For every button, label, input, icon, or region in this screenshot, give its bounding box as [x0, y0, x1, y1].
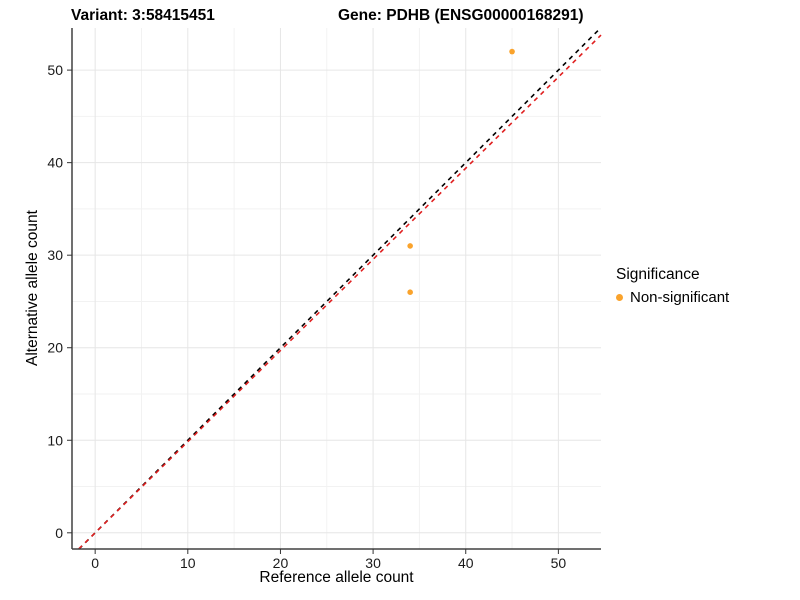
tick-labels: 0 10 20 30 40 50 0 10 20 30 40 50: [47, 62, 566, 571]
y-tick-label: 20: [47, 340, 63, 356]
gridlines-major: [72, 28, 601, 549]
data-points: [407, 48, 515, 296]
identity-line: [78, 27, 602, 550]
tick-marks: [67, 69, 559, 554]
x-tick-label: 20: [273, 555, 289, 571]
gridlines-minor: [72, 28, 601, 549]
plot-title-gene: Gene: PDHB (ENSG00000168291): [338, 7, 584, 24]
legend-item-label: Non-significant: [630, 289, 730, 306]
y-axis-title: Alternative allele count: [24, 210, 41, 366]
reference-lines: [78, 27, 602, 550]
fit-line: [78, 34, 602, 550]
x-tick-label: 10: [180, 555, 196, 571]
y-tick-label: 40: [47, 155, 63, 171]
legend: Significance Non-significant: [616, 266, 729, 306]
x-tick-label: 40: [458, 555, 474, 571]
legend-key-point-icon: [616, 294, 623, 301]
x-axis-title: Reference allele count: [259, 569, 414, 586]
y-tick-label: 10: [47, 432, 63, 448]
x-tick-label: 50: [551, 555, 567, 571]
legend-item: Non-significant: [616, 289, 729, 306]
data-point: [407, 289, 413, 296]
x-tick-label: 30: [365, 555, 381, 571]
y-tick-label: 50: [47, 62, 63, 78]
y-tick-label: 30: [47, 247, 63, 263]
axis-lines: [71, 28, 601, 550]
legend-title: Significance: [616, 266, 700, 283]
y-tick-label: 0: [55, 525, 63, 541]
data-point: [509, 48, 515, 55]
x-tick-label: 0: [91, 555, 99, 571]
plot-title-variant: Variant: 3:58415451: [71, 7, 215, 24]
data-point: [407, 243, 413, 249]
